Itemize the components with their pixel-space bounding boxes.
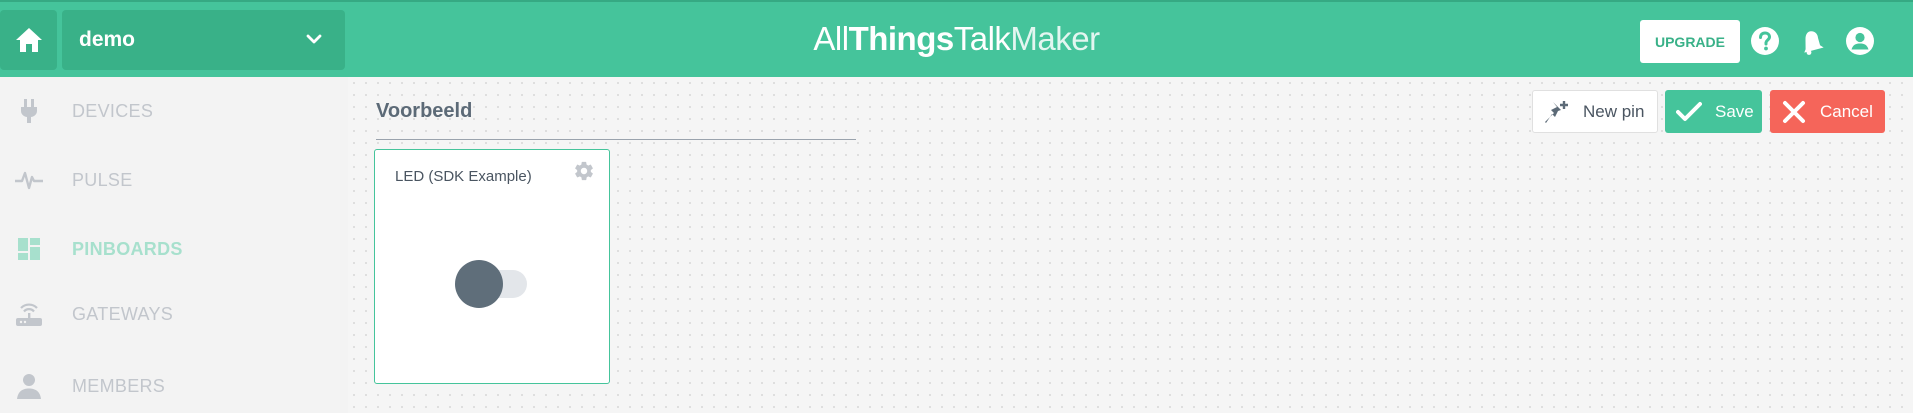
cancel-button[interactable]: Cancel <box>1770 90 1885 133</box>
sidebar-item-label: PULSE <box>72 169 133 190</box>
ground-name: demo <box>79 28 136 51</box>
sidebar-item-pinboards[interactable]: PINBOARDS <box>0 219 348 279</box>
help-icon <box>1751 27 1779 55</box>
sidebar-item-pulse[interactable]: PULSE <box>0 150 348 210</box>
pinboard-title: Voorbeeld <box>376 100 473 122</box>
save-label: Save <box>1715 101 1754 121</box>
home-icon <box>15 28 42 52</box>
sidebar-item-label: GATEWAYS <box>72 303 174 324</box>
toggle-knob <box>455 260 503 308</box>
sidebar-item-gateways[interactable]: GATEWAYS <box>0 284 348 344</box>
person-icon <box>14 371 44 401</box>
help-button[interactable] <box>1750 26 1780 56</box>
ground-selector[interactable]: demo <box>62 10 345 70</box>
new-pin-button[interactable]: New pin <box>1532 90 1658 133</box>
led-toggle-switch[interactable] <box>455 256 531 308</box>
save-button[interactable]: Save <box>1665 90 1762 133</box>
sidebar-item-label: DEVICES <box>72 100 154 121</box>
close-icon <box>1780 98 1808 126</box>
sidebar-item-members[interactable]: MEMBERS <box>0 356 348 413</box>
pin-name: LED (SDK Example) <box>395 168 532 185</box>
home-button[interactable] <box>0 10 57 70</box>
pin-card[interactable]: LED (SDK Example) <box>374 149 610 384</box>
top-bar: demo AllThingsTalkMaker UPGRADE <box>0 0 1913 77</box>
dashboard-icon <box>14 234 44 264</box>
new-pin-icon <box>1543 98 1571 126</box>
account-button[interactable] <box>1845 26 1875 56</box>
check-icon <box>1675 98 1703 126</box>
pulse-icon <box>14 165 44 195</box>
sidebar: DEVICES PULSE PINBOARDS <box>0 77 348 413</box>
pinboard-title-field[interactable]: Voorbeeld <box>376 98 856 140</box>
sidebar-item-label: PINBOARDS <box>72 238 183 259</box>
notifications-button[interactable] <box>1796 26 1826 56</box>
sidebar-item-label: MEMBERS <box>72 375 166 396</box>
gear-icon[interactable] <box>573 160 595 182</box>
account-icon <box>1846 27 1874 55</box>
new-pin-label: New pin <box>1583 101 1645 121</box>
cancel-label: Cancel <box>1820 101 1873 121</box>
router-icon <box>14 299 44 329</box>
plug-icon <box>14 96 44 126</box>
chevron-down-icon <box>306 34 322 44</box>
notifications-bell-icon <box>1804 31 1824 55</box>
sidebar-item-devices[interactable]: DEVICES <box>0 81 348 141</box>
upgrade-button[interactable]: UPGRADE <box>1640 20 1740 63</box>
